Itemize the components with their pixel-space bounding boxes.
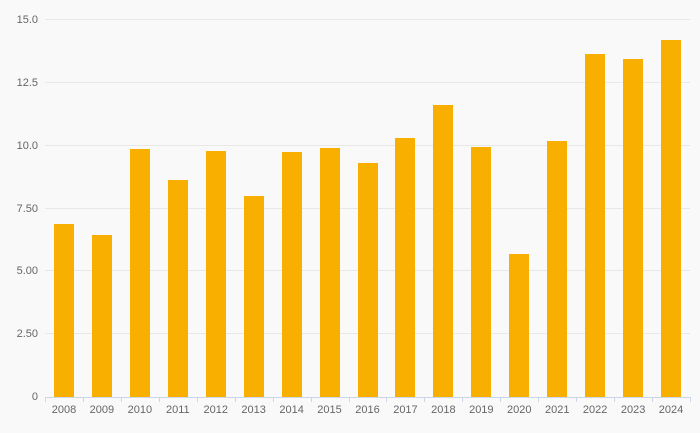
x-axis-tick — [196, 397, 198, 402]
x-axis-label-2011: 2011 — [165, 404, 190, 416]
x-axis-tick — [576, 397, 578, 402]
x-axis-label-2020: 2020 — [507, 404, 532, 416]
x-axis-tick — [424, 397, 426, 402]
bar-2020[interactable] — [509, 253, 530, 397]
x-axis-label-2017: 2017 — [393, 404, 418, 416]
x-axis-label-2019: 2019 — [469, 404, 494, 416]
y-axis-label: 12.5 — [16, 76, 38, 89]
x-axis-tick — [386, 397, 388, 402]
x-axis-label-2018: 2018 — [431, 404, 456, 416]
bar-2021[interactable] — [547, 140, 568, 397]
x-axis-tick — [690, 397, 691, 402]
y-axis: 0 2.50 5.00 7.50 10.0 12.5 15.0 — [0, 14, 38, 403]
bar-2008[interactable] — [53, 223, 74, 397]
x-axis-label-2014: 2014 — [279, 404, 304, 416]
bar-2023[interactable] — [623, 58, 644, 397]
y-axis-label: 7.50 — [16, 202, 38, 215]
x-axis-tick — [462, 397, 464, 402]
y-axis-label: 10.0 — [16, 139, 38, 152]
x-axis-label-2016: 2016 — [355, 404, 380, 416]
bar-2018[interactable] — [433, 105, 454, 397]
x-axis-tick — [234, 397, 236, 402]
bar-2015[interactable] — [319, 148, 340, 397]
bar-2010[interactable] — [129, 149, 150, 397]
gridline-10.0 — [45, 144, 690, 146]
x-axis-label-2009: 2009 — [89, 404, 115, 416]
x-axis-tick — [348, 397, 350, 402]
x-axis-tick — [538, 397, 540, 402]
y-axis-label: 5.00 — [16, 265, 38, 278]
x-axis-tick — [310, 397, 312, 402]
x-axis-label-2021: 2021 — [544, 404, 570, 416]
x-axis-tick — [272, 397, 274, 402]
bar-2013[interactable] — [243, 195, 264, 397]
x-axis-ticks — [45, 397, 691, 403]
bar-2019[interactable] — [471, 146, 492, 397]
x-axis-tick — [500, 397, 502, 402]
x-axis-label-2013: 2013 — [241, 404, 266, 416]
x-axis-label-2008: 2008 — [51, 404, 77, 416]
y-axis-label: 2.50 — [16, 328, 38, 341]
bar-2009[interactable] — [91, 234, 112, 397]
bar-2011[interactable] — [167, 179, 188, 397]
x-axis-tick — [45, 397, 46, 402]
bar-2017[interactable] — [395, 138, 416, 397]
x-axis-tick — [652, 397, 654, 402]
plot-area — [45, 19, 690, 398]
y-axis-label: 0 — [31, 391, 38, 403]
bar-2012[interactable] — [205, 150, 226, 397]
x-axis-tick — [158, 397, 160, 402]
x-axis-label-2024: 2024 — [658, 404, 684, 416]
x-axis-tick — [614, 397, 616, 402]
bar-2014[interactable] — [281, 151, 302, 397]
y-axis-label: 15.0 — [16, 14, 38, 26]
x-axis: 2008 2009 2010 2011 2012 2013 2014 2015 2016 2017… — [45, 404, 690, 420]
x-axis-label-2012: 2012 — [203, 404, 228, 416]
gridline-12.5 — [45, 81, 690, 83]
x-axis-label-2022: 2022 — [582, 404, 608, 416]
bar-2016[interactable] — [357, 163, 378, 397]
x-axis-label-2023: 2023 — [620, 404, 646, 416]
gridline-15.0 — [45, 19, 690, 20]
bar-2024[interactable] — [661, 40, 682, 397]
x-axis-tick — [82, 397, 84, 402]
bar-2022[interactable] — [585, 53, 606, 397]
x-axis-label-2015: 2015 — [317, 404, 342, 416]
x-axis-label-2010: 2010 — [127, 404, 153, 416]
x-axis-tick — [120, 397, 122, 402]
